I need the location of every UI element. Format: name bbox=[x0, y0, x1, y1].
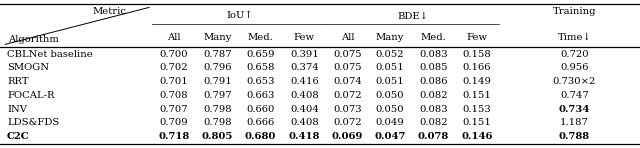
Text: Time↓: Time↓ bbox=[557, 33, 591, 42]
Text: 0.700: 0.700 bbox=[160, 50, 188, 59]
Text: 0.708: 0.708 bbox=[160, 91, 188, 100]
Text: 0.707: 0.707 bbox=[160, 105, 188, 114]
Text: 0.659: 0.659 bbox=[246, 50, 275, 59]
Text: 0.050: 0.050 bbox=[376, 105, 404, 114]
Text: 1.187: 1.187 bbox=[560, 118, 589, 127]
Text: 0.787: 0.787 bbox=[203, 50, 232, 59]
Text: Few: Few bbox=[294, 33, 315, 42]
Text: 0.416: 0.416 bbox=[290, 77, 319, 86]
Text: 0.718: 0.718 bbox=[159, 132, 189, 141]
Text: 0.158: 0.158 bbox=[463, 50, 492, 59]
Text: Few: Few bbox=[467, 33, 488, 42]
Text: RRT: RRT bbox=[7, 77, 29, 86]
Text: Med.: Med. bbox=[248, 33, 273, 42]
Text: 0.408: 0.408 bbox=[290, 118, 319, 127]
Text: 0.151: 0.151 bbox=[463, 91, 492, 100]
Text: 0.404: 0.404 bbox=[290, 105, 319, 114]
Text: 0.078: 0.078 bbox=[418, 132, 449, 141]
Text: 0.073: 0.073 bbox=[333, 105, 362, 114]
Text: 0.075: 0.075 bbox=[333, 50, 362, 59]
Text: 0.083: 0.083 bbox=[419, 50, 447, 59]
Text: 0.797: 0.797 bbox=[203, 91, 232, 100]
Text: 0.418: 0.418 bbox=[289, 132, 320, 141]
Text: 0.663: 0.663 bbox=[246, 91, 275, 100]
Text: Training: Training bbox=[553, 7, 596, 16]
Text: Med.: Med. bbox=[420, 33, 446, 42]
Text: 0.146: 0.146 bbox=[461, 132, 493, 141]
Text: 0.747: 0.747 bbox=[560, 91, 589, 100]
Text: All: All bbox=[340, 33, 355, 42]
Text: CBLNet baseline: CBLNet baseline bbox=[7, 50, 93, 59]
Text: 0.083: 0.083 bbox=[419, 105, 447, 114]
Text: 0.052: 0.052 bbox=[376, 50, 404, 59]
Text: 0.956: 0.956 bbox=[560, 63, 589, 73]
Text: LDS&FDS: LDS&FDS bbox=[7, 118, 60, 127]
Text: IoU↑: IoU↑ bbox=[226, 11, 253, 20]
Text: 0.151: 0.151 bbox=[463, 118, 492, 127]
Text: 0.051: 0.051 bbox=[376, 63, 404, 73]
Text: 0.730×2: 0.730×2 bbox=[553, 77, 596, 86]
Text: 0.796: 0.796 bbox=[203, 63, 232, 73]
Text: 0.051: 0.051 bbox=[376, 77, 404, 86]
Text: 0.658: 0.658 bbox=[246, 63, 275, 73]
Text: 0.069: 0.069 bbox=[332, 132, 364, 141]
Text: 0.075: 0.075 bbox=[333, 63, 362, 73]
Text: 0.374: 0.374 bbox=[290, 63, 319, 73]
Text: 0.086: 0.086 bbox=[419, 77, 447, 86]
Text: SMOGN: SMOGN bbox=[7, 63, 49, 73]
Text: C2C: C2C bbox=[7, 132, 29, 141]
Text: 0.408: 0.408 bbox=[290, 91, 319, 100]
Text: 0.074: 0.074 bbox=[333, 77, 362, 86]
Text: FOCAL-R: FOCAL-R bbox=[7, 91, 54, 100]
Text: All: All bbox=[167, 33, 181, 42]
Text: 0.680: 0.680 bbox=[244, 132, 276, 141]
Text: 0.798: 0.798 bbox=[203, 105, 232, 114]
Text: 0.734: 0.734 bbox=[559, 105, 590, 114]
Text: 0.391: 0.391 bbox=[290, 50, 319, 59]
Text: 0.047: 0.047 bbox=[374, 132, 406, 141]
Text: 0.701: 0.701 bbox=[160, 77, 188, 86]
Text: 0.072: 0.072 bbox=[333, 91, 362, 100]
Text: 0.166: 0.166 bbox=[463, 63, 492, 73]
Text: Many: Many bbox=[203, 33, 232, 42]
Text: 0.153: 0.153 bbox=[463, 105, 492, 114]
Text: 0.798: 0.798 bbox=[203, 118, 232, 127]
Text: INV: INV bbox=[7, 105, 27, 114]
Text: 0.805: 0.805 bbox=[202, 132, 233, 141]
Text: 0.072: 0.072 bbox=[333, 118, 362, 127]
Text: 0.720: 0.720 bbox=[560, 50, 589, 59]
Text: 0.085: 0.085 bbox=[419, 63, 447, 73]
Text: 0.702: 0.702 bbox=[160, 63, 188, 73]
Text: 0.791: 0.791 bbox=[203, 77, 232, 86]
Text: BDE↓: BDE↓ bbox=[397, 11, 428, 20]
Text: 0.653: 0.653 bbox=[246, 77, 275, 86]
Text: 0.709: 0.709 bbox=[160, 118, 188, 127]
Text: Algorithm: Algorithm bbox=[8, 35, 59, 44]
Text: 0.666: 0.666 bbox=[246, 118, 275, 127]
Text: 0.788: 0.788 bbox=[559, 132, 590, 141]
Text: 0.049: 0.049 bbox=[376, 118, 404, 127]
Text: 0.660: 0.660 bbox=[246, 105, 275, 114]
Text: 0.082: 0.082 bbox=[419, 118, 447, 127]
Text: 0.149: 0.149 bbox=[463, 77, 492, 86]
Text: Metric: Metric bbox=[93, 7, 127, 16]
Text: 0.050: 0.050 bbox=[376, 91, 404, 100]
Text: 0.082: 0.082 bbox=[419, 91, 447, 100]
Text: Many: Many bbox=[376, 33, 404, 42]
